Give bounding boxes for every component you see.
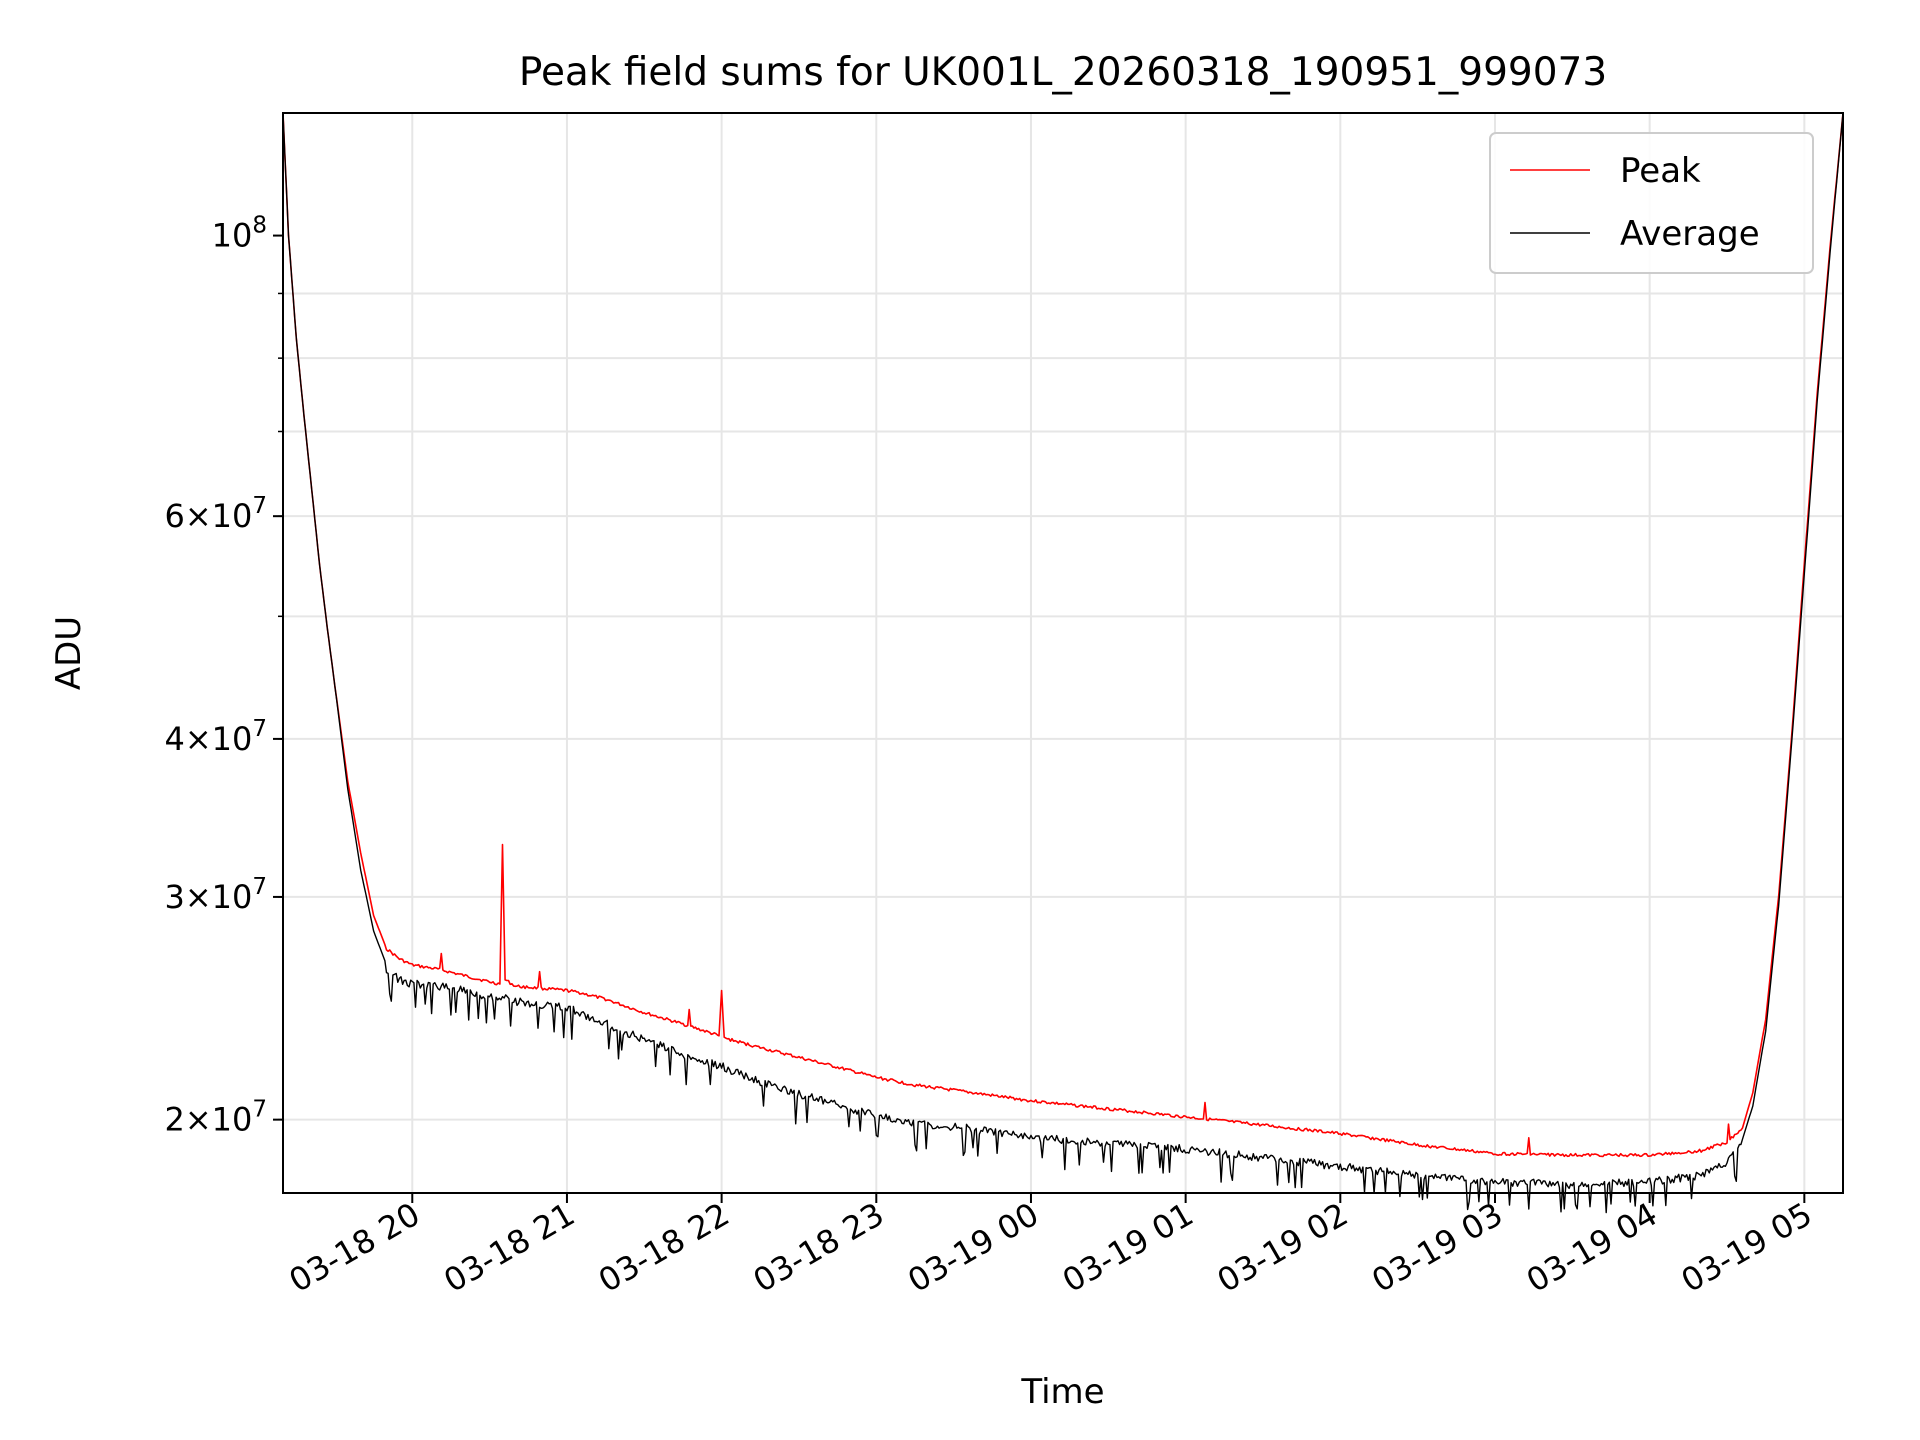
x-tick-label: 03-19 03 [1365, 1195, 1509, 1300]
x-tick-label: 03-18 20 [283, 1195, 427, 1300]
x-axis-ticks: 03-18 20 03-18 21 03-18 22 03-18 23 03-19 00… [283, 1193, 1819, 1300]
x-axis-label: Time [1020, 1372, 1104, 1412]
y-tick-label: 108 [212, 213, 267, 255]
y-tick-label: 4×107 [164, 716, 267, 758]
x-tick-label: 03-19 02 [1211, 1195, 1355, 1300]
series-line-average [282, 112, 1844, 1214]
x-tick-label: 03-19 00 [901, 1195, 1045, 1300]
x-tick-label: 03-18 21 [437, 1195, 581, 1300]
x-tick-label: 03-19 05 [1675, 1195, 1819, 1300]
plot-series [282, 112, 1844, 1214]
y-tick-label: 2×107 [164, 1097, 267, 1139]
grid [283, 113, 1843, 1193]
y-axis-ticks: 2×107 3×107 4×107 6×107 108 [164, 213, 283, 1139]
legend-box [1489, 132, 1814, 274]
legend: Peak Average [1489, 132, 1814, 274]
y-tick-label: 6×107 [164, 493, 267, 535]
legend-label: Average [1620, 214, 1760, 254]
legend-label: Peak [1620, 151, 1701, 191]
x-tick-label: 03-18 23 [747, 1195, 891, 1300]
x-tick-label: 03-19 01 [1056, 1195, 1200, 1300]
x-tick-label: 03-19 04 [1520, 1195, 1664, 1300]
y-tick-label: 3×107 [164, 874, 267, 916]
y-axis-label: ADU [49, 616, 89, 690]
series-line-peak [282, 112, 1844, 1158]
chart-title: Peak field sums for UK001L_20260318_1909… [519, 50, 1607, 95]
plot-frame [282, 112, 1844, 1194]
x-tick-label: 03-18 22 [592, 1195, 736, 1300]
